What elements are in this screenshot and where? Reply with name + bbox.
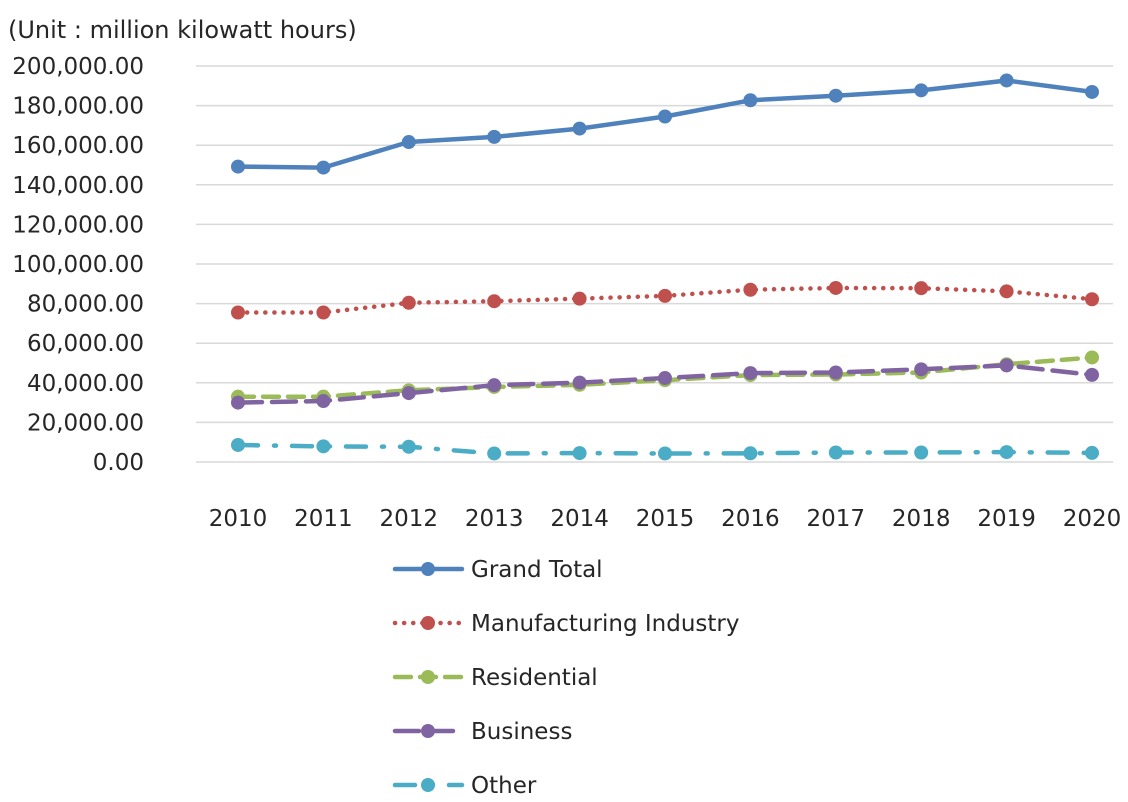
data-point <box>743 93 758 108</box>
series-other <box>231 437 1099 461</box>
legend-entry: Business <box>392 719 572 745</box>
legend: Grand Total Manufacturing Industry Residen… <box>392 557 739 799</box>
legend-entry: Residential <box>392 665 598 691</box>
y-axis-tick-labels: 0.00 20,000.00 40,000.00 60,000.00 80,000.00… <box>12 54 144 476</box>
gridlines <box>196 65 1113 463</box>
data-point <box>828 280 843 295</box>
data-point <box>231 305 245 320</box>
legend-entry: Grand Total <box>392 557 603 583</box>
x-tick-label: 2013 <box>465 506 524 532</box>
data-point <box>231 395 245 410</box>
x-tick-label: 2012 <box>380 506 439 532</box>
x-tick-label: 2019 <box>977 506 1036 532</box>
y-tick-label: 140,000.00 <box>12 173 144 199</box>
data-point <box>828 88 843 103</box>
data-point <box>743 446 758 461</box>
data-point <box>658 109 672 124</box>
y-tick-label: 100,000.00 <box>12 252 144 278</box>
x-tick-label: 2011 <box>294 506 353 532</box>
data-point <box>914 281 929 296</box>
data-point <box>1085 84 1099 99</box>
legend-label: Manufacturing Industry <box>471 611 739 637</box>
legend-label: Business <box>471 719 572 745</box>
data-point <box>658 446 672 461</box>
y-tick-label: 0.00 <box>93 450 144 476</box>
data-point <box>401 439 416 454</box>
x-tick-label: 2010 <box>209 506 268 532</box>
data-point <box>1085 292 1099 307</box>
data-point <box>914 445 929 460</box>
series-business <box>231 358 1099 410</box>
data-point <box>572 375 587 390</box>
legend-label: Residential <box>471 665 598 691</box>
data-point <box>1085 445 1099 460</box>
legend-label: Other <box>471 773 537 798</box>
legend-marker <box>421 616 435 630</box>
data-point <box>487 129 502 144</box>
data-point <box>572 446 587 461</box>
data-point <box>658 288 672 303</box>
data-point <box>999 284 1014 299</box>
legend-marker <box>421 670 435 684</box>
data-point <box>316 305 331 320</box>
data-point <box>999 445 1014 460</box>
series-manufacturing-industry <box>231 280 1099 320</box>
y-tick-label: 20,000.00 <box>27 410 144 436</box>
legend-entry: Other <box>392 773 537 799</box>
data-point <box>487 378 502 393</box>
data-point <box>743 282 758 297</box>
unit-label: (Unit : million kilowatt hours) <box>8 16 357 44</box>
data-point <box>914 83 929 98</box>
legend-entry: Manufacturing Industry <box>392 611 739 637</box>
series-line <box>235 78 1095 170</box>
data-point <box>487 294 502 309</box>
data-point <box>572 291 587 306</box>
data-point <box>1085 350 1099 365</box>
data-point <box>828 445 843 460</box>
legend-marker <box>421 562 435 576</box>
data-point <box>401 135 416 150</box>
y-tick-label: 40,000.00 <box>27 371 144 397</box>
data-point <box>316 160 331 175</box>
data-point <box>401 295 416 310</box>
data-point <box>914 362 929 377</box>
data-point <box>1085 367 1099 382</box>
data-point <box>231 159 245 174</box>
y-tick-label: 120,000.00 <box>12 212 144 238</box>
series-line <box>235 442 1095 456</box>
x-tick-label: 2018 <box>892 506 951 532</box>
y-tick-label: 80,000.00 <box>27 292 144 318</box>
x-tick-label: 2016 <box>721 506 780 532</box>
data-point <box>316 439 331 454</box>
data-point <box>401 386 416 401</box>
y-tick-label: 160,000.00 <box>12 133 144 159</box>
x-tick-label: 2015 <box>636 506 695 532</box>
x-tick-label: 2017 <box>807 506 866 532</box>
data-point <box>828 365 843 380</box>
legend-label: Grand Total <box>471 557 603 583</box>
data-point <box>658 371 672 386</box>
x-tick-label: 2020 <box>1063 506 1122 532</box>
series-grand-total <box>231 73 1099 175</box>
data-point <box>231 437 245 452</box>
x-axis-tick-labels: 2010 2011 2012 2013 2014 2015 2016 2017 2018 2019… <box>209 506 1122 532</box>
y-tick-label: 200,000.00 <box>12 54 144 80</box>
legend-marker <box>421 724 435 738</box>
legend-marker <box>421 778 435 792</box>
data-point <box>743 366 758 381</box>
y-tick-label: 60,000.00 <box>27 331 144 357</box>
data-point <box>999 358 1014 373</box>
x-tick-label: 2014 <box>550 506 609 532</box>
data-point <box>487 446 502 461</box>
series-lines <box>231 73 1099 461</box>
data-point <box>999 73 1014 88</box>
data-point <box>316 394 331 409</box>
y-tick-label: 180,000.00 <box>12 94 144 120</box>
data-point <box>572 121 587 136</box>
